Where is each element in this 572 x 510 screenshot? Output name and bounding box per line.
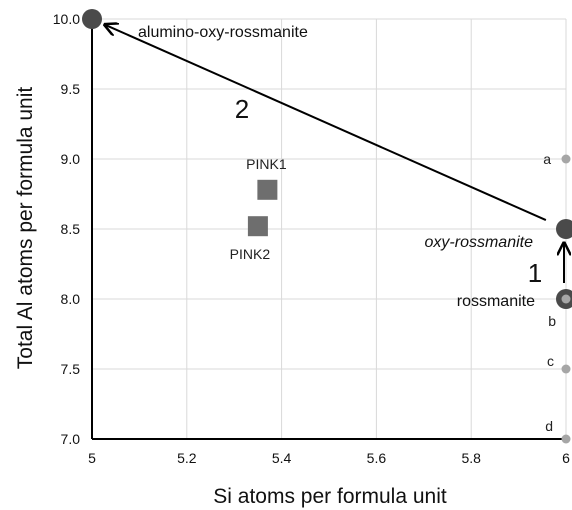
- axes: [91, 19, 566, 440]
- y-tick-label: 9.5: [61, 81, 81, 97]
- label-a: a: [543, 151, 551, 167]
- y-tick-label: 8.0: [61, 291, 81, 307]
- tick-labels: 5 5.2 5.4 5.6 5.8 6 7.0 7.5 8.0 8.5 9.0 9.5 10.0: [53, 11, 570, 466]
- y-tick-label: 8.5: [61, 221, 81, 237]
- label-oxy-rossmanite: oxy-rossmanite: [425, 234, 534, 251]
- point-a: [561, 154, 571, 164]
- label-d: d: [545, 418, 553, 434]
- y-axis-title: Total Al atoms per formula unit: [14, 87, 37, 370]
- point-PINK2: [247, 216, 268, 237]
- point-d: [561, 434, 571, 444]
- label-alumino-oxy-rossmanite: alumino-oxy-rossmanite: [138, 24, 308, 41]
- point-c: [561, 364, 571, 374]
- x-tick-label: 5.2: [177, 450, 197, 466]
- y-tick-label: 7.5: [61, 361, 81, 377]
- y-tick-label: 10.0: [53, 11, 80, 27]
- label-b: b: [548, 313, 556, 329]
- arrows: [105, 25, 564, 283]
- point-b: [561, 294, 571, 304]
- arrow-2: [105, 25, 547, 222]
- x-axis-title: Si atoms per formula unit: [213, 485, 447, 508]
- data-points: [82, 9, 572, 444]
- label-rossmanite: rossmanite: [457, 293, 535, 310]
- grid-lines: [91, 18, 567, 440]
- x-tick-label: 5.6: [367, 450, 387, 466]
- point-alumino-oxy-rossmanite: [82, 9, 102, 29]
- point-oxy-rossmanite: [556, 219, 572, 239]
- y-tick-label: 7.0: [61, 431, 81, 447]
- y-tick-label: 9.0: [61, 151, 81, 167]
- label-PINK1: PINK1: [246, 156, 287, 172]
- arrow-label-1: 1: [528, 258, 542, 288]
- x-tick-label: 5.4: [272, 450, 292, 466]
- x-tick-label: 5: [88, 450, 96, 466]
- x-tick-label: 6: [562, 450, 570, 466]
- label-c: c: [547, 353, 554, 369]
- point-PINK1: [257, 179, 278, 200]
- arrow-label-2: 2: [235, 94, 249, 124]
- label-PINK2: PINK2: [230, 246, 271, 262]
- x-tick-label: 5.8: [461, 450, 481, 466]
- point-labels: 1 2 alumino-oxy-rossmanite oxy-rossmanite ro…: [138, 24, 556, 434]
